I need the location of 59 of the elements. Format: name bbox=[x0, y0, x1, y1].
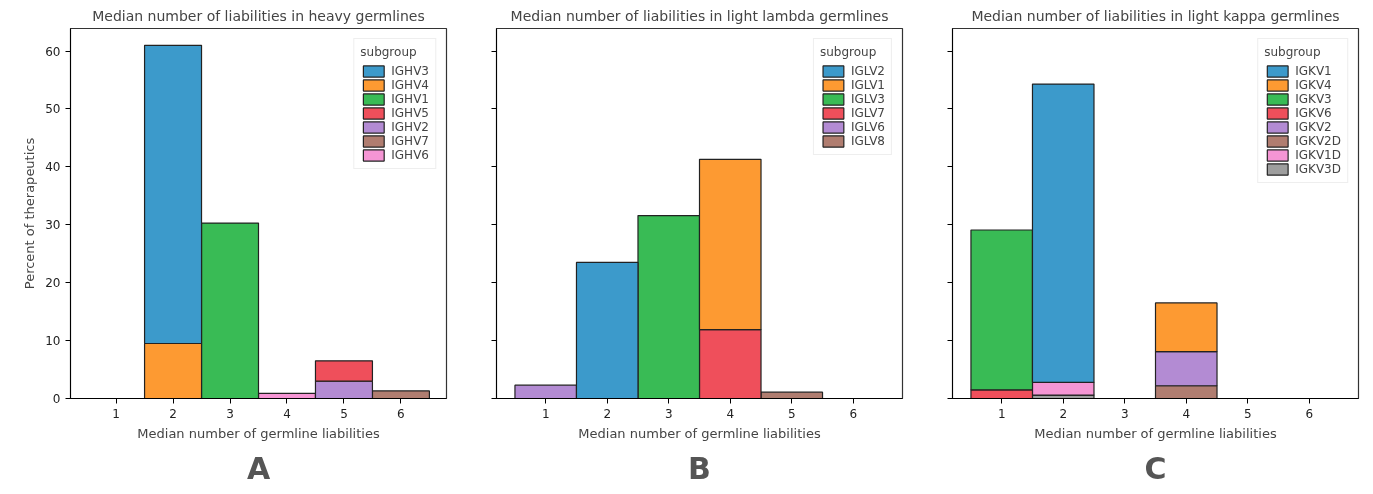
legend-label: IGLV7 bbox=[850, 106, 885, 120]
legend-label: IGKV2D bbox=[1295, 134, 1341, 148]
x-tick-label: 6 bbox=[1305, 406, 1314, 421]
legend-label: IGKV2 bbox=[1295, 120, 1332, 134]
x-tick-label: 4 bbox=[283, 406, 291, 421]
x-tick-label: 3 bbox=[1120, 406, 1129, 421]
y-tick-label: 20 bbox=[45, 276, 61, 291]
x-tick-label: 3 bbox=[664, 406, 673, 421]
y-tick-label: 0 bbox=[52, 392, 61, 406]
legend-title: subgroup bbox=[819, 45, 878, 59]
chart-title: Median number of liabilities in heavy germlines bbox=[92, 7, 425, 24]
y-tick-label: 40 bbox=[45, 160, 61, 175]
x-tick-label: 4 bbox=[726, 406, 735, 421]
y-tick-label: 10 bbox=[45, 334, 61, 349]
legend-label: IGLV6 bbox=[850, 120, 885, 134]
legend-label: IGKV4 bbox=[1295, 78, 1332, 92]
x-tick-label: 2 bbox=[603, 406, 612, 421]
y-tick-label: 30 bbox=[45, 218, 61, 233]
x-axis-title: Median number of germline liabilities bbox=[1034, 425, 1277, 441]
x-tick-label: 2 bbox=[1059, 406, 1068, 421]
legend-label: IGHV3 bbox=[391, 64, 429, 78]
x-tick-label: 4 bbox=[1182, 406, 1191, 421]
text: C bbox=[1144, 450, 1167, 486]
legend-label: IGHV5 bbox=[391, 106, 429, 120]
x-tick-label: 6 bbox=[397, 406, 405, 421]
x-tick-label: 1 bbox=[112, 406, 120, 421]
x-axis-title: Median number of germline liabilities bbox=[578, 425, 821, 441]
x-tick-label: 6 bbox=[849, 406, 858, 421]
text: A bbox=[246, 450, 271, 486]
legend-label: IGLV3 bbox=[850, 92, 885, 106]
legend-label: IGKV3D bbox=[1295, 162, 1341, 176]
legend-title: subgroup bbox=[360, 45, 418, 59]
legend-label: IGHV1 bbox=[391, 92, 429, 106]
x-tick-label: 2 bbox=[169, 406, 177, 421]
chart-title: Median number of liabilities in light lambda germlines bbox=[510, 7, 889, 24]
legend-label: IGHV2 bbox=[391, 120, 429, 134]
legend-label: IGKV1 bbox=[1295, 64, 1332, 78]
x-tick-label: 1 bbox=[997, 406, 1006, 421]
x-tick-label: 5 bbox=[340, 406, 348, 421]
x-tick-label: 3 bbox=[226, 406, 234, 421]
legend-label: IGKV3 bbox=[1295, 92, 1332, 106]
y-tick-label: 60 bbox=[45, 44, 61, 59]
x-tick-label: 5 bbox=[787, 406, 796, 421]
x-tick-label: 5 bbox=[1243, 406, 1252, 421]
x-tick-label: 1 bbox=[541, 406, 550, 421]
legend-label: IGHV4 bbox=[391, 78, 429, 92]
y-tick-label: 50 bbox=[45, 102, 61, 117]
legend-label: IGLV1 bbox=[850, 78, 885, 92]
legend-label: IGLV8 bbox=[850, 134, 885, 148]
text: B bbox=[688, 450, 711, 486]
legend-label: IGLV2 bbox=[850, 64, 885, 78]
chart-title: Median number of liabilities in light kappa germlines bbox=[971, 7, 1340, 24]
legend-title: subgroup bbox=[1264, 45, 1322, 59]
x-axis-title: Median number of germline liabilities bbox=[137, 425, 380, 441]
y-axis-title: Percent of therapeutics bbox=[22, 137, 38, 290]
legend-label: IGKV1D bbox=[1295, 148, 1341, 162]
legend-label: IGHV7 bbox=[391, 134, 429, 148]
legend-label: IGKV6 bbox=[1295, 106, 1332, 120]
legend-label: IGHV6 bbox=[391, 148, 429, 162]
